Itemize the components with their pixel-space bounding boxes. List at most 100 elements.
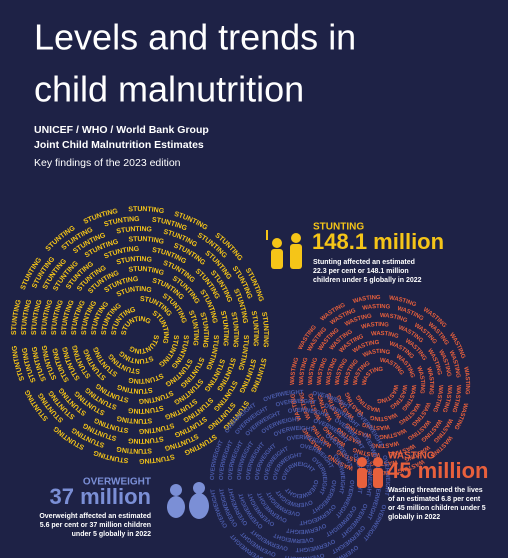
overweight-description: 5.6 per cent or 37 million children <box>40 522 151 529</box>
wasting-label: WASTING <box>388 451 435 462</box>
stunting-description: Stunting affected an estimated <box>313 259 415 266</box>
spiral-word: STUNTING <box>116 256 153 267</box>
spiral-word: WASTING <box>380 313 409 324</box>
spiral-word: WASTING <box>371 440 400 449</box>
spiral-word: OVERWEIGHT <box>381 455 390 497</box>
spiral-word: STUNTING <box>116 382 153 394</box>
overweight-label: OVERWEIGHT <box>83 477 151 488</box>
spiral-word: WASTING <box>416 365 426 394</box>
spiral-word: WASTING <box>441 385 452 414</box>
spiral-word: WASTING <box>362 304 391 312</box>
spiral-word: WASTING <box>299 356 310 385</box>
spiral-word: WASTING <box>290 356 300 385</box>
spiral-word: STUNTING <box>127 435 164 445</box>
spiral-word: WASTING <box>352 295 381 305</box>
spiral-word: WASTING <box>463 366 471 395</box>
spiral-word: OVERWEIGHT <box>362 455 372 497</box>
spiral-word: WASTING <box>371 331 400 340</box>
spiral-word: WASTING <box>362 349 391 359</box>
spiral-word: WASTING <box>361 322 390 331</box>
spiral-word: WASTING <box>416 365 426 394</box>
spiral-word: STUNTING <box>116 226 153 236</box>
spiral-word: WASTING <box>371 440 400 449</box>
spiral-word: STUNTING <box>128 206 165 215</box>
spiral-word: STUNTING <box>260 311 269 348</box>
title: Levels and trends in <box>34 17 356 58</box>
overweight-icon <box>167 482 209 519</box>
spiral-word: STUNTING <box>198 312 209 349</box>
spiral-word: WASTING <box>352 295 381 305</box>
spiral-word: STUNTING <box>260 311 269 348</box>
spiral-word: OVERWEIGHT <box>272 532 314 544</box>
spiral-word: WASTING <box>351 446 380 457</box>
spiral-word: STUNTING <box>115 445 152 454</box>
stunting-figure: 148.1 million <box>312 229 444 254</box>
stunting-icon <box>266 230 302 269</box>
spiral-word: WASTING <box>371 331 400 340</box>
spiral-word: STUNTING <box>127 435 164 445</box>
spiral-word: STUNTING <box>250 310 259 347</box>
spiral-word: STUNTING <box>116 256 153 267</box>
spiral-word: WASTING <box>290 356 300 385</box>
spiral-word: STUNTING <box>127 404 164 415</box>
wasting-description: globally in 2022 <box>388 514 440 521</box>
spiral-word: STUNTING <box>198 312 209 349</box>
spiral-word: STUNTING <box>115 414 152 424</box>
edition: Key findings of the 2023 edition <box>34 157 181 169</box>
spiral-word: STUNTING <box>115 445 152 454</box>
spiral-word: STUNTING <box>138 453 175 465</box>
overweight-description: Overweight affected an estimated <box>39 513 151 520</box>
spiral-word: OVERWEIGHT <box>275 399 317 409</box>
subtitle: UNICEF / WHO / World Bank Group <box>34 124 209 136</box>
spiral-word: WASTING <box>361 322 390 331</box>
stunting-description: children under 5 globally in 2022 <box>313 277 422 284</box>
spiral-word: WASTING <box>361 421 390 431</box>
stunting-label: STUNTING <box>313 222 364 233</box>
spiral-word: WASTING <box>451 385 462 414</box>
wasting-icon <box>357 457 383 488</box>
spiral-word: WASTING <box>351 446 380 457</box>
spiral-word: WASTING <box>369 459 398 467</box>
overweight-figure: 37 million <box>50 484 151 509</box>
spiral-word: WASTING <box>441 385 452 414</box>
spiral-word: OVERWEIGHT <box>275 399 317 409</box>
spiral-word: STUNTING <box>219 310 229 347</box>
spiral-word: WASTING <box>369 459 398 467</box>
title: child malnutrition <box>34 69 304 110</box>
spiral-word: STUNTING <box>128 266 165 277</box>
spiral-word: STUNTING <box>128 266 165 277</box>
spiral-word: WASTING <box>426 367 435 396</box>
spiral-word: WASTING <box>380 313 409 324</box>
spiral-word: OVERWEIGHT <box>381 455 390 497</box>
overweight-description: under 5 globally in 2022 <box>72 531 151 538</box>
spiral-word: STUNTING <box>230 311 240 348</box>
spiral-word: STUNTING <box>128 206 165 215</box>
spiral-word: STUNTING <box>219 310 229 347</box>
wasting-figure: 45 million <box>387 458 488 483</box>
spiral-word: STUNTING <box>127 404 164 415</box>
spiral-word: STUNTING <box>116 226 153 236</box>
wasting-description: of an estimated 6.8 per cent <box>388 496 481 503</box>
spiral-word: OVERWEIGHT <box>288 408 330 420</box>
stunting-description: 22.3 per cent or 148.1 million <box>313 268 409 275</box>
spiral-word: WASTING <box>451 385 462 414</box>
spiral-word: WASTING <box>369 411 398 421</box>
subtitle: Joint Child Malnutrition Estimates <box>34 139 204 151</box>
spiral-word: WASTING <box>308 356 319 385</box>
spiral-word: WASTING <box>426 367 435 396</box>
spiral-word: OVERWEIGHT <box>288 408 330 420</box>
spiral-word: STUNTING <box>138 453 175 465</box>
wasting-description: Wasting threatened the lives <box>388 487 483 494</box>
spiral-word: STUNTING <box>128 236 165 246</box>
spiral-word: WASTING <box>308 356 319 385</box>
spiral-word: STUNTING <box>230 311 240 348</box>
spiral-word: WASTING <box>463 366 471 395</box>
spiral-word: WASTING <box>362 304 391 312</box>
spiral-word: WASTING <box>362 349 391 359</box>
spiral-word: OVERWEIGHT <box>272 532 314 544</box>
wasting-description: or 45 million children under 5 <box>388 505 486 512</box>
spiral-word: STUNTING <box>115 414 152 424</box>
spiral-word: WASTING <box>361 421 390 431</box>
